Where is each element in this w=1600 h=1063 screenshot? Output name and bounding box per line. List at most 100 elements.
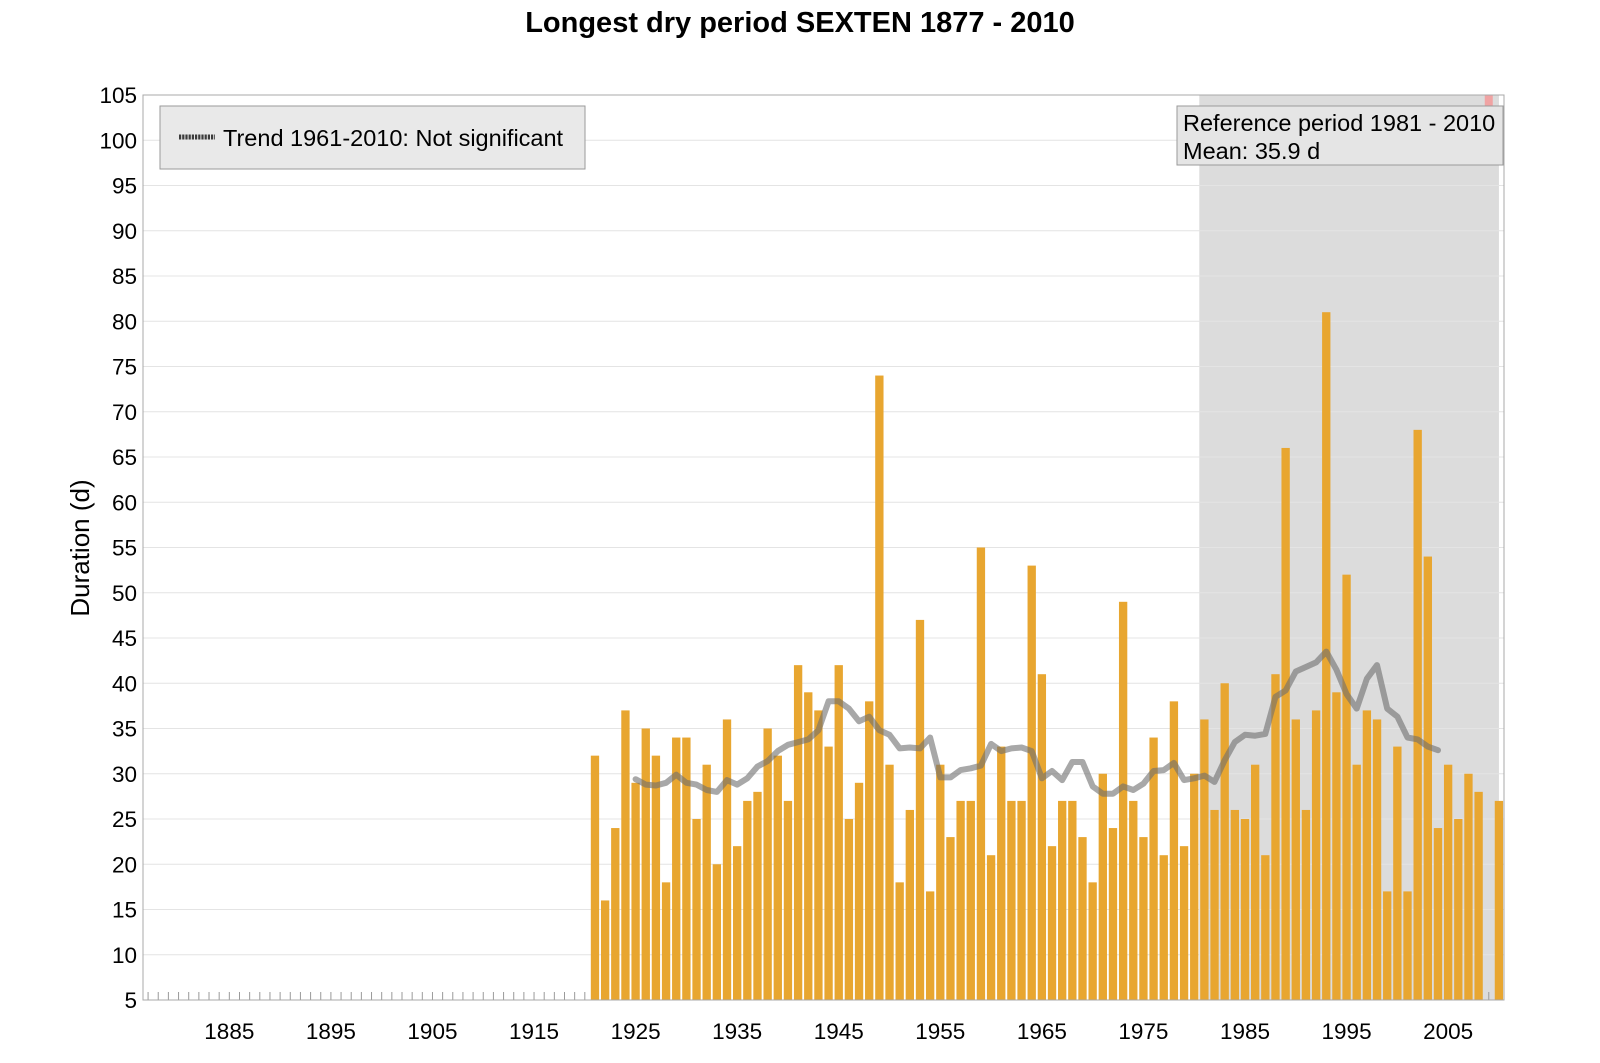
y-tick-label: 75: [112, 355, 137, 380]
bar: [804, 692, 813, 1000]
bar: [1362, 710, 1372, 1000]
bar: [702, 764, 711, 1000]
bar: [783, 800, 793, 1000]
bar: [611, 828, 620, 1000]
bar: [1433, 828, 1443, 1000]
bar: [905, 809, 914, 1000]
bar: [1007, 800, 1016, 1000]
x-tick-label: 1905: [407, 1019, 457, 1044]
bar: [976, 547, 986, 1000]
y-tick-label: 65: [112, 445, 137, 470]
y-tick-label: 25: [112, 807, 137, 832]
legend: Trend 1961-2010: Not significant: [159, 105, 586, 170]
bar: [1423, 556, 1432, 1000]
y-tick-label: 20: [112, 852, 137, 877]
x-tick-label: 1935: [712, 1019, 762, 1044]
bar: [1230, 809, 1240, 1000]
bar: [1159, 855, 1168, 1000]
bar: [1291, 719, 1300, 1000]
x-tick-label: 1965: [1017, 1019, 1067, 1044]
bar: [1332, 692, 1341, 1000]
bar: [915, 619, 925, 1000]
bar: [1179, 846, 1189, 1000]
x-tick-label: 1895: [306, 1019, 356, 1044]
bar: [621, 710, 630, 1000]
bar: [1129, 800, 1138, 1000]
bar: [956, 800, 965, 1000]
bar: [712, 864, 722, 1000]
bar: [1261, 855, 1270, 1000]
gridlines: [143, 139, 1504, 956]
reference-mean-label: Mean: 35.9 d: [1183, 138, 1320, 164]
bar: [1301, 809, 1311, 1000]
bar: [966, 800, 975, 1000]
y-tick-label: 15: [112, 898, 137, 923]
bar: [1118, 601, 1128, 1000]
bar: [1068, 800, 1077, 1000]
y-axis-label: Duration (d): [65, 479, 95, 616]
bar: [844, 819, 854, 1000]
chart-title: Longest dry period SEXTEN 1877 - 2010: [525, 7, 1075, 39]
x-axis: 1885 1895 1905 1915 1925 1935 1945 1955 1965 1975…: [204, 1019, 1473, 1044]
x-tick-label: 1955: [915, 1019, 965, 1044]
y-tick-label: 70: [112, 400, 137, 425]
x-tick-label: 1885: [204, 1019, 254, 1044]
bar: [936, 764, 945, 1000]
bar: [1139, 837, 1148, 1000]
bar: [1098, 773, 1107, 1000]
bar: [1250, 764, 1260, 1000]
y-tick-label: 100: [99, 128, 137, 153]
bar: [753, 791, 762, 1000]
y-tick-label: 10: [112, 943, 137, 968]
y-axis: 5 10 15 20 25 30 35 40 45 50 55 60 65 70 75 80 85 90 95 100…: [99, 83, 137, 1013]
bar: [793, 665, 803, 1000]
bar: [1017, 800, 1026, 1000]
x-tick-label: 1975: [1118, 1019, 1168, 1044]
bar: [895, 882, 904, 1000]
bar: [1342, 574, 1351, 1000]
bar: [1454, 819, 1463, 1000]
y-tick-label: 105: [99, 83, 137, 108]
y-tick-label: 95: [112, 174, 137, 199]
bar: [925, 891, 935, 1000]
bar: [946, 837, 955, 1000]
bar: [692, 819, 701, 1000]
bar: [1474, 791, 1483, 1000]
bar: [1037, 674, 1047, 1000]
x-tick-label: 1925: [611, 1019, 661, 1044]
y-tick-label: 45: [112, 626, 137, 651]
x-tick-label: 1995: [1322, 1019, 1372, 1044]
bar: [1108, 828, 1118, 1000]
bar: [661, 882, 671, 1000]
smoothed-line: [632, 648, 1441, 797]
bar: [986, 855, 996, 1000]
bar: [1027, 565, 1036, 1000]
bar: [590, 755, 600, 1000]
y-tick-label: 55: [112, 536, 137, 561]
bar: [1443, 764, 1453, 1000]
y-tick-label: 35: [112, 717, 137, 742]
bar: [1403, 891, 1412, 1000]
bar: [672, 737, 681, 1000]
reference-period-box: Reference period 1981 - 2010 Mean: 35.9 …: [1176, 105, 1504, 166]
bar: [885, 764, 894, 1000]
bar: [1464, 773, 1473, 1000]
bar: [1149, 737, 1158, 1000]
y-tick-label: 60: [112, 490, 137, 515]
bar: [1352, 764, 1361, 1000]
y-tick-label: 80: [112, 309, 137, 334]
bar: [773, 755, 782, 1000]
bar: [600, 900, 610, 1000]
y-tick-label: 90: [112, 219, 137, 244]
reference-period-label: Reference period 1981 - 2010: [1183, 110, 1495, 136]
y-tick-label: 85: [112, 264, 137, 289]
x-tick-label: 1945: [814, 1019, 864, 1044]
bar: [1200, 719, 1209, 1000]
bar: [1169, 701, 1179, 1000]
bar: [1088, 882, 1097, 1000]
bar: [722, 719, 732, 1000]
bar: [865, 701, 874, 1000]
y-tick-label: 5: [124, 988, 137, 1013]
bar: [1393, 746, 1402, 1000]
reference-period-box-background: [1176, 105, 1504, 166]
